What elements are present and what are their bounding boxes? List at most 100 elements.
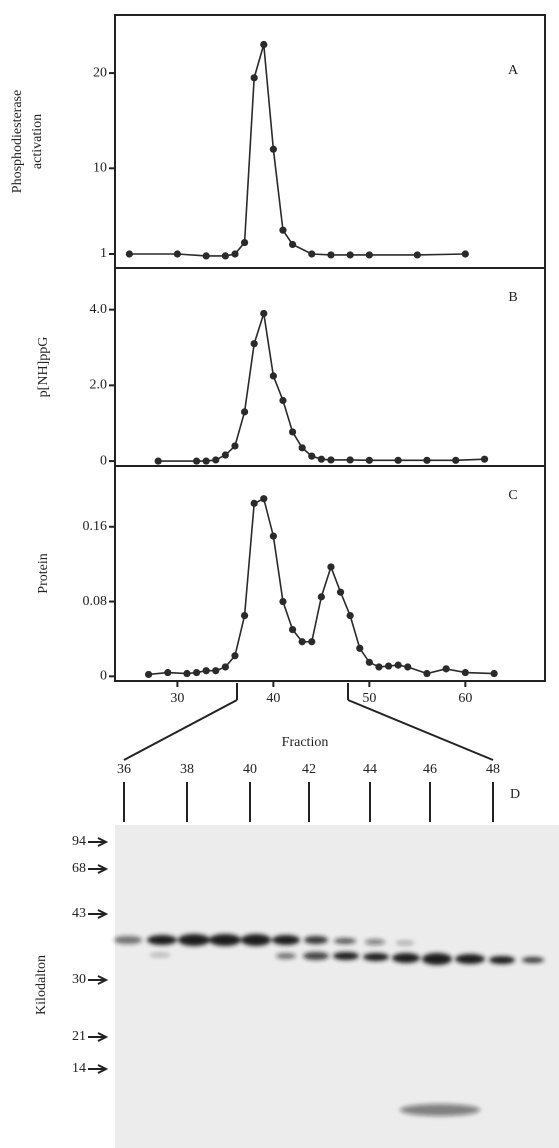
data-point <box>336 588 345 596</box>
marker-label: 94 <box>72 834 86 849</box>
data-point <box>480 455 489 463</box>
marker-label: 30 <box>72 972 86 987</box>
lane-label: 48 <box>486 762 500 777</box>
data-point <box>317 593 325 601</box>
data-point <box>327 456 335 464</box>
data-point <box>365 456 373 464</box>
y-axis-label: Kilodalton <box>34 955 49 1015</box>
data-point <box>308 638 316 646</box>
lane-label: 40 <box>243 762 257 777</box>
data-point <box>260 40 268 49</box>
data-point <box>423 456 431 464</box>
data-point <box>240 408 249 416</box>
data-point <box>413 251 421 259</box>
data-point <box>212 456 220 464</box>
data-point <box>144 670 153 679</box>
y-tick-label: 2.0 <box>90 378 108 393</box>
data-point <box>490 669 498 678</box>
marker-arrow <box>88 1032 109 1042</box>
data-point <box>346 456 354 464</box>
data-point <box>365 251 373 259</box>
lane-label: 38 <box>180 762 194 777</box>
data-point <box>461 668 469 677</box>
data-point <box>317 455 325 463</box>
data-point <box>231 652 239 660</box>
plot-frame <box>114 14 546 269</box>
lane-label: 36 <box>117 762 131 777</box>
marker-arrow <box>88 1064 109 1074</box>
data-point <box>384 662 393 670</box>
y-tick-label: 0 <box>100 669 107 684</box>
data-point <box>461 250 469 258</box>
data-point <box>192 668 201 677</box>
data-point <box>394 456 402 464</box>
panel-label: A <box>508 63 519 78</box>
data-point <box>240 238 249 247</box>
data-point <box>288 625 297 634</box>
panel-label: D <box>510 787 520 802</box>
marker-label: 43 <box>72 906 86 921</box>
x-tick-label: 60 <box>458 691 472 706</box>
y-axis-label: activation <box>30 114 45 169</box>
data-point <box>202 457 210 465</box>
data-point <box>375 663 383 671</box>
y-axis-label: p[NH]ppG <box>36 337 51 398</box>
y-axis-label: Protein <box>36 553 51 593</box>
data-point <box>260 495 268 503</box>
y-tick-label: 1 <box>100 246 107 261</box>
data-point <box>288 240 297 249</box>
data-point <box>308 250 316 258</box>
data-point <box>327 563 335 571</box>
data-point <box>250 499 258 507</box>
data-point <box>269 372 277 380</box>
data-point <box>279 226 287 234</box>
lane-label: 46 <box>423 762 437 777</box>
marker-arrow <box>88 975 109 985</box>
data-point <box>125 250 133 258</box>
y-tick-label: 0.16 <box>83 519 108 534</box>
panel-label: C <box>508 488 517 503</box>
y-tick-label: 10 <box>93 161 107 176</box>
data-point <box>154 457 162 465</box>
data-line <box>148 497 495 676</box>
data-point <box>308 452 316 460</box>
data-point <box>404 663 412 671</box>
data-point <box>327 251 335 259</box>
data-point <box>173 250 181 258</box>
data-point <box>231 250 239 258</box>
data-point <box>164 668 172 677</box>
data-point <box>298 638 306 646</box>
marker-arrow <box>88 864 109 874</box>
lane-label: 44 <box>363 762 377 777</box>
data-point <box>279 396 287 405</box>
panel-label: B <box>508 290 517 305</box>
data-point <box>250 340 258 348</box>
x-axis-label: Fraction <box>282 735 329 750</box>
data-point <box>452 456 460 464</box>
marker-arrow <box>88 909 109 919</box>
data-point <box>240 611 249 620</box>
data-point <box>212 667 220 675</box>
gel-bands <box>114 934 544 1116</box>
fan-lines <box>123 683 494 761</box>
y-axis-label: Phosphodiesterase <box>10 90 25 193</box>
data-point <box>394 661 402 669</box>
plot-frame <box>114 465 546 682</box>
data-point <box>221 451 229 459</box>
gel-panel: D Kilodalton <box>34 683 559 1148</box>
data-point <box>279 597 287 606</box>
y-tick-label: 20 <box>93 65 107 80</box>
data-point <box>269 532 277 540</box>
data-point <box>250 74 258 82</box>
x-tick-label: 30 <box>170 691 184 706</box>
data-point <box>365 658 373 666</box>
data-point <box>183 669 191 678</box>
plot-frame <box>114 267 546 467</box>
data-point <box>221 252 229 260</box>
y-tick-label: 4.0 <box>90 302 108 317</box>
marker-label: 21 <box>72 1029 86 1044</box>
x-tick-label: 40 <box>266 691 280 706</box>
y-tick-label: 0 <box>100 453 107 468</box>
data-point <box>298 444 306 452</box>
